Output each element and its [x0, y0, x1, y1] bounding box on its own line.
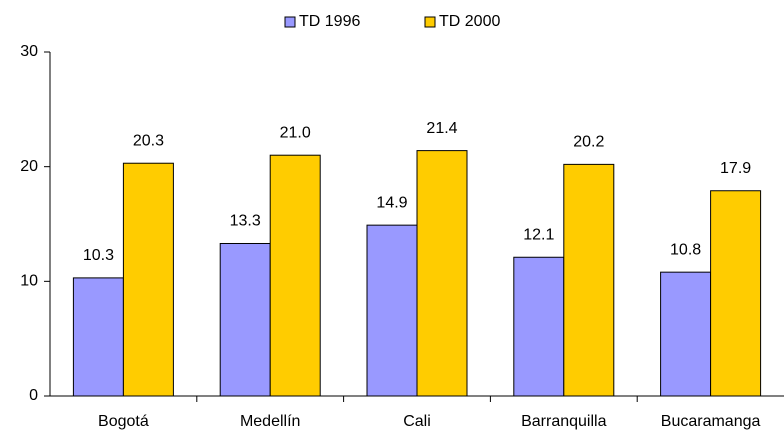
y-tick-label: 20 [20, 158, 38, 175]
data-label: 20.3 [133, 132, 164, 149]
legend-label: TD 2000 [439, 13, 500, 30]
y-tick-label: 10 [20, 273, 38, 290]
data-label: 10.8 [670, 241, 701, 258]
x-tick-label: Bucaramanga [661, 413, 761, 430]
data-label: 21.0 [280, 124, 311, 141]
data-label: 14.9 [376, 194, 407, 211]
data-label: 20.2 [573, 134, 604, 151]
x-tick-label: Medellín [240, 413, 300, 430]
bar [269, 154, 321, 397]
bar [513, 256, 565, 397]
y-tick-label: 30 [20, 43, 38, 60]
x-tick-label: Barranquilla [521, 413, 606, 430]
bar [416, 150, 468, 397]
data-label: 12.1 [523, 226, 554, 243]
bar [660, 271, 712, 397]
legend-swatch [284, 16, 296, 28]
bar [366, 224, 418, 397]
bar [563, 163, 615, 397]
data-label: 21.4 [426, 120, 457, 137]
data-label: 17.9 [720, 160, 751, 177]
bar [710, 190, 762, 397]
x-tick-label: Cali [403, 413, 431, 430]
legend-swatch [424, 16, 436, 28]
x-tick-label: Bogotá [98, 413, 149, 430]
data-label: 10.3 [83, 247, 114, 264]
bar [122, 162, 174, 397]
legend-label: TD 1996 [299, 13, 360, 30]
bar [219, 242, 271, 397]
y-tick-label: 0 [29, 387, 38, 404]
data-label: 13.3 [230, 213, 261, 230]
bar [72, 277, 124, 397]
